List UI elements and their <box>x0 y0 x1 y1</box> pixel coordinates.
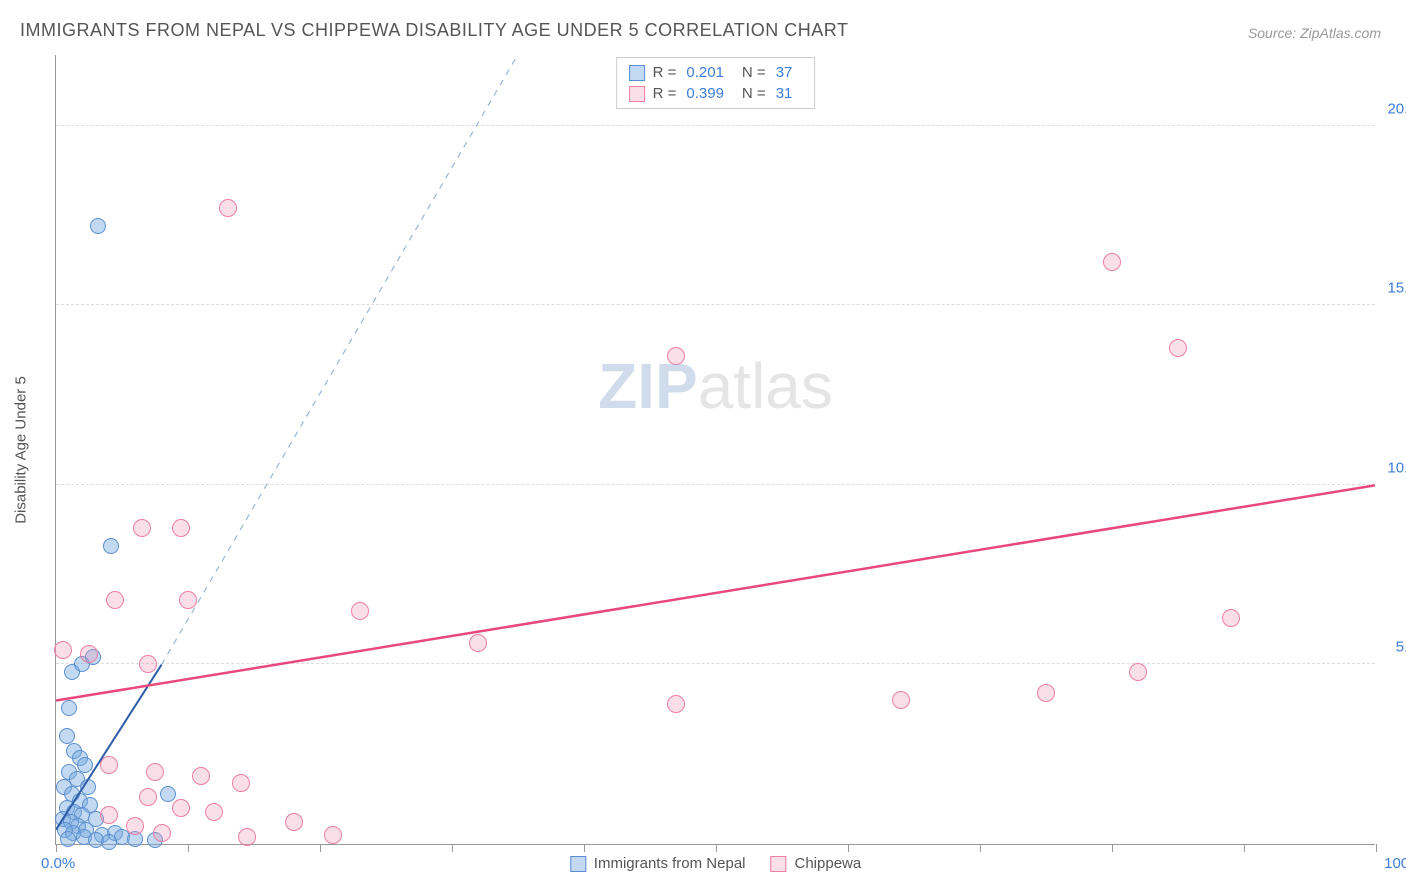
x-tick-label-max: 100.0% <box>1384 855 1406 872</box>
plot-area: Disability Age Under 5 ZIPatlas R = 0.20… <box>55 55 1375 845</box>
data-point <box>133 519 151 537</box>
y-tick-label: 15.0% <box>1387 280 1406 297</box>
data-point <box>80 779 96 795</box>
data-point <box>90 218 106 234</box>
data-point <box>77 757 93 773</box>
x-tick <box>980 844 981 852</box>
data-point <box>1103 253 1121 271</box>
data-point <box>238 828 256 846</box>
watermark: ZIPatlas <box>598 349 833 423</box>
gridline <box>56 125 1375 126</box>
x-tick <box>1376 844 1377 852</box>
legend-label-a: Immigrants from Nepal <box>594 855 746 872</box>
data-point <box>160 786 176 802</box>
legend-item-a: Immigrants from Nepal <box>570 855 746 872</box>
data-point <box>351 602 369 620</box>
data-point <box>172 799 190 817</box>
data-point <box>1169 339 1187 357</box>
data-point <box>1037 684 1055 702</box>
r-label: R = <box>653 85 677 102</box>
swatch-b-icon <box>629 86 645 102</box>
n-value-a: 37 <box>776 64 793 81</box>
x-tick <box>1244 844 1245 852</box>
trend-line <box>56 485 1375 700</box>
legend-label-b: Chippewa <box>795 855 862 872</box>
x-tick <box>452 844 453 852</box>
gridline <box>56 304 1375 305</box>
stats-legend: R = 0.201 N = 37 R = 0.399 N = 31 <box>616 57 816 109</box>
r-value-a: 0.201 <box>686 64 724 81</box>
data-point <box>54 641 72 659</box>
swatch-b-icon <box>771 856 787 872</box>
stats-row-b: R = 0.399 N = 31 <box>629 83 803 104</box>
x-tick <box>848 844 849 852</box>
data-point <box>60 831 76 847</box>
data-point <box>139 788 157 806</box>
x-tick <box>584 844 585 852</box>
swatch-a-icon <box>570 856 586 872</box>
source-prefix: Source: <box>1248 25 1300 41</box>
data-point <box>232 774 250 792</box>
data-point <box>106 591 124 609</box>
data-point <box>205 803 223 821</box>
data-point <box>667 695 685 713</box>
data-point <box>219 199 237 217</box>
r-value-b: 0.399 <box>686 85 724 102</box>
data-point <box>61 700 77 716</box>
data-point <box>103 538 119 554</box>
data-point <box>126 817 144 835</box>
data-point <box>324 826 342 844</box>
gridline <box>56 663 1375 664</box>
data-point <box>469 634 487 652</box>
stats-row-a: R = 0.201 N = 37 <box>629 62 803 83</box>
data-point <box>172 519 190 537</box>
y-tick-label: 10.0% <box>1387 459 1406 476</box>
data-point <box>100 806 118 824</box>
x-tick <box>56 844 57 852</box>
data-point <box>1129 663 1147 681</box>
data-point <box>667 347 685 365</box>
x-tick <box>320 844 321 852</box>
data-point <box>192 767 210 785</box>
x-tick <box>188 844 189 852</box>
x-tick-label-min: 0.0% <box>41 855 75 872</box>
data-point <box>146 763 164 781</box>
source-name: ZipAtlas.com <box>1300 25 1381 41</box>
data-point <box>100 756 118 774</box>
n-label: N = <box>742 85 766 102</box>
n-value-b: 31 <box>776 85 793 102</box>
r-label: R = <box>653 64 677 81</box>
data-point <box>285 813 303 831</box>
trend-lines-layer <box>56 55 1375 844</box>
y-tick-label: 5.0% <box>1396 639 1406 656</box>
chart-title: IMMIGRANTS FROM NEPAL VS CHIPPEWA DISABI… <box>20 20 848 41</box>
x-tick <box>716 844 717 852</box>
data-point <box>153 824 171 842</box>
data-point <box>80 645 98 663</box>
data-point <box>179 591 197 609</box>
gridline <box>56 484 1375 485</box>
source-credit: Source: ZipAtlas.com <box>1248 25 1381 41</box>
x-tick <box>1112 844 1113 852</box>
swatch-a-icon <box>629 65 645 81</box>
data-point <box>892 691 910 709</box>
data-point <box>101 834 117 850</box>
watermark-rest: atlas <box>698 350 833 422</box>
data-point <box>1222 609 1240 627</box>
y-axis-title: Disability Age Under 5 <box>13 376 30 524</box>
n-label: N = <box>742 64 766 81</box>
y-tick-label: 20.0% <box>1387 100 1406 117</box>
series-legend: Immigrants from Nepal Chippewa <box>570 855 861 872</box>
trend-line-extension <box>162 55 518 665</box>
legend-item-b: Chippewa <box>771 855 862 872</box>
data-point <box>139 655 157 673</box>
